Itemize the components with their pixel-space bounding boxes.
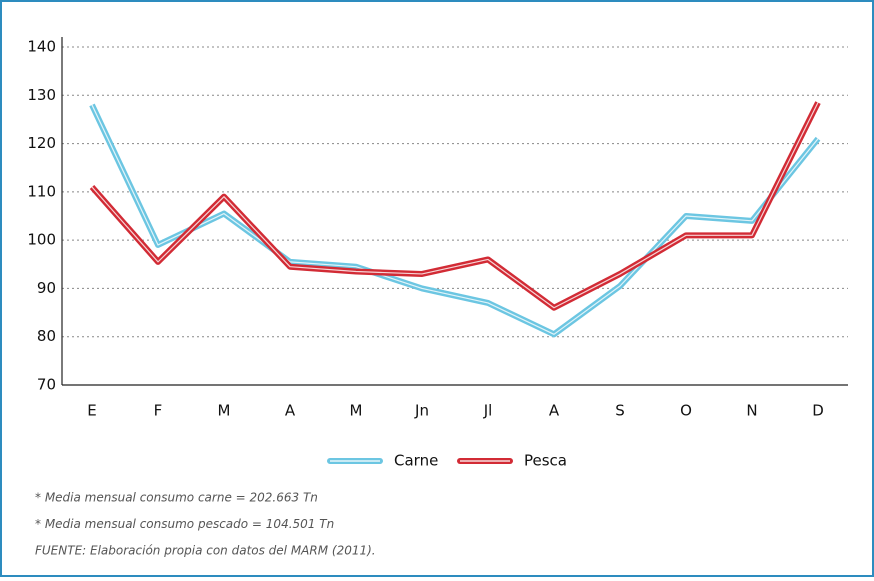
note: * Media mensual consumo pescado = 104.50…	[35, 517, 334, 531]
y-tick-label: 120	[27, 134, 56, 152]
x-tick-label: M	[350, 402, 363, 420]
x-tick-label: F	[154, 402, 163, 420]
legend-label: Pesca	[524, 452, 567, 470]
legend-label: Carne	[394, 452, 438, 470]
x-tick-label: Jn	[414, 402, 429, 420]
x-tick-label: E	[87, 402, 96, 420]
y-tick-label: 100	[27, 231, 56, 249]
note: FUENTE: Elaboración propia con datos del…	[35, 544, 376, 558]
x-tick-label: A	[549, 402, 560, 420]
x-tick-label: N	[746, 402, 757, 420]
x-tick-label: Jl	[483, 402, 493, 420]
y-tick-label: 110	[27, 182, 56, 200]
note: * Media mensual consumo carne = 202.663 …	[35, 491, 318, 505]
x-tick-label: S	[615, 402, 625, 420]
x-tick-label: M	[218, 402, 231, 420]
y-tick-label: 90	[37, 279, 56, 297]
series-line-highlight	[91, 104, 819, 335]
y-tick-label: 130	[27, 86, 56, 104]
x-tick-label: D	[812, 402, 824, 420]
x-tick-label: O	[680, 402, 692, 420]
y-tick-label: 70	[37, 376, 56, 394]
y-tick-label: 80	[37, 327, 56, 345]
x-tick-label: A	[285, 402, 296, 420]
series-line-highlight	[91, 102, 819, 309]
y-tick-label: 140	[27, 38, 56, 56]
